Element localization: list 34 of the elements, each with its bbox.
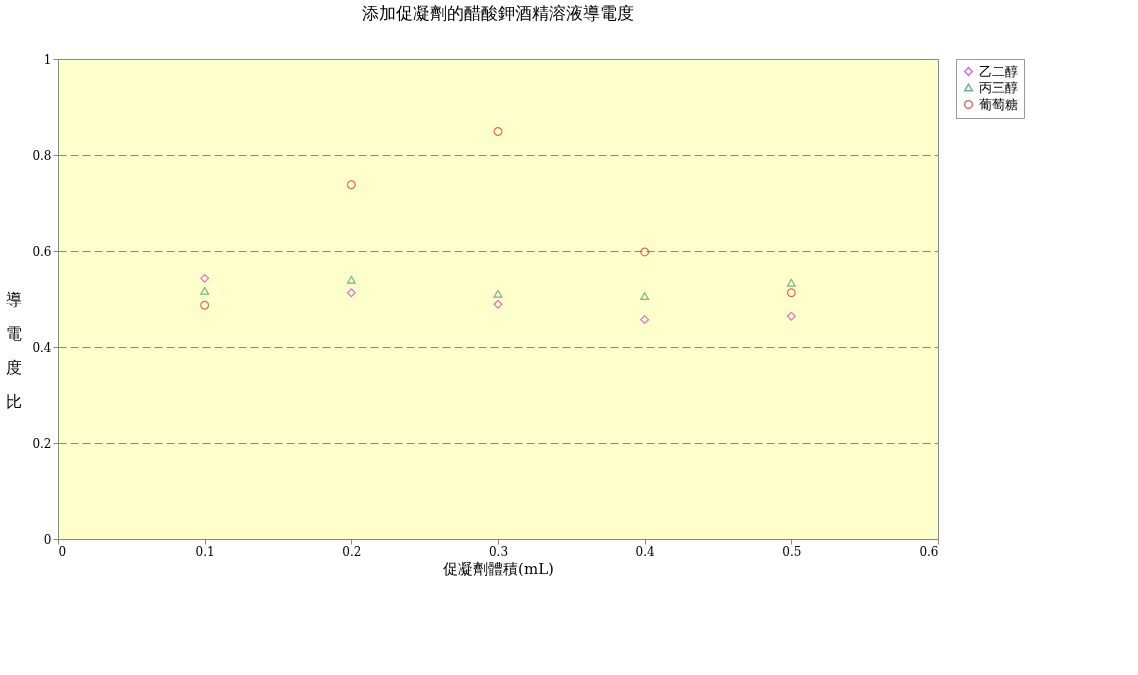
point: [786, 288, 796, 298]
y-tick-label: 1: [43, 52, 52, 67]
point: [346, 180, 356, 190]
y-axis-title: 導電度比: [5, 289, 22, 411]
x-tick-label: 0.5: [782, 544, 802, 559]
x-axis-title: 促凝劑體積(mL): [443, 559, 554, 578]
y-tick-label: 0.8: [32, 148, 52, 163]
point: [493, 127, 503, 136]
x-tick-label: 0.6: [919, 544, 939, 559]
point: [786, 278, 796, 287]
point: [200, 286, 210, 295]
point: [200, 273, 210, 283]
y-tick-label: 0: [43, 532, 52, 547]
point: [786, 311, 796, 321]
x-tick-label: 0.4: [635, 544, 656, 559]
legend-label: 葡萄糖: [979, 96, 1018, 112]
x-tick-label: 0: [58, 544, 67, 559]
point: [346, 288, 356, 298]
x-tick-label: 0.3: [488, 544, 509, 559]
point: [346, 275, 356, 284]
y-tick-label: 0.6: [32, 244, 52, 259]
legend-label: 乙二醇: [979, 63, 1018, 79]
x-tick-label: 0.2: [342, 544, 362, 559]
point: [640, 247, 650, 257]
point: [200, 300, 210, 310]
legend-label: 丙三醇: [979, 79, 1018, 95]
y-tick-label: 0.4: [32, 340, 52, 355]
point: [640, 315, 650, 325]
x-tick-label: 0.1: [195, 544, 215, 559]
point: [640, 292, 650, 301]
y-tick-label: 0.2: [32, 436, 52, 451]
chart-title: 添加促凝劑的醋酸鉀酒精溶液導電度: [362, 3, 634, 23]
point: [493, 299, 503, 309]
point: [493, 289, 503, 298]
